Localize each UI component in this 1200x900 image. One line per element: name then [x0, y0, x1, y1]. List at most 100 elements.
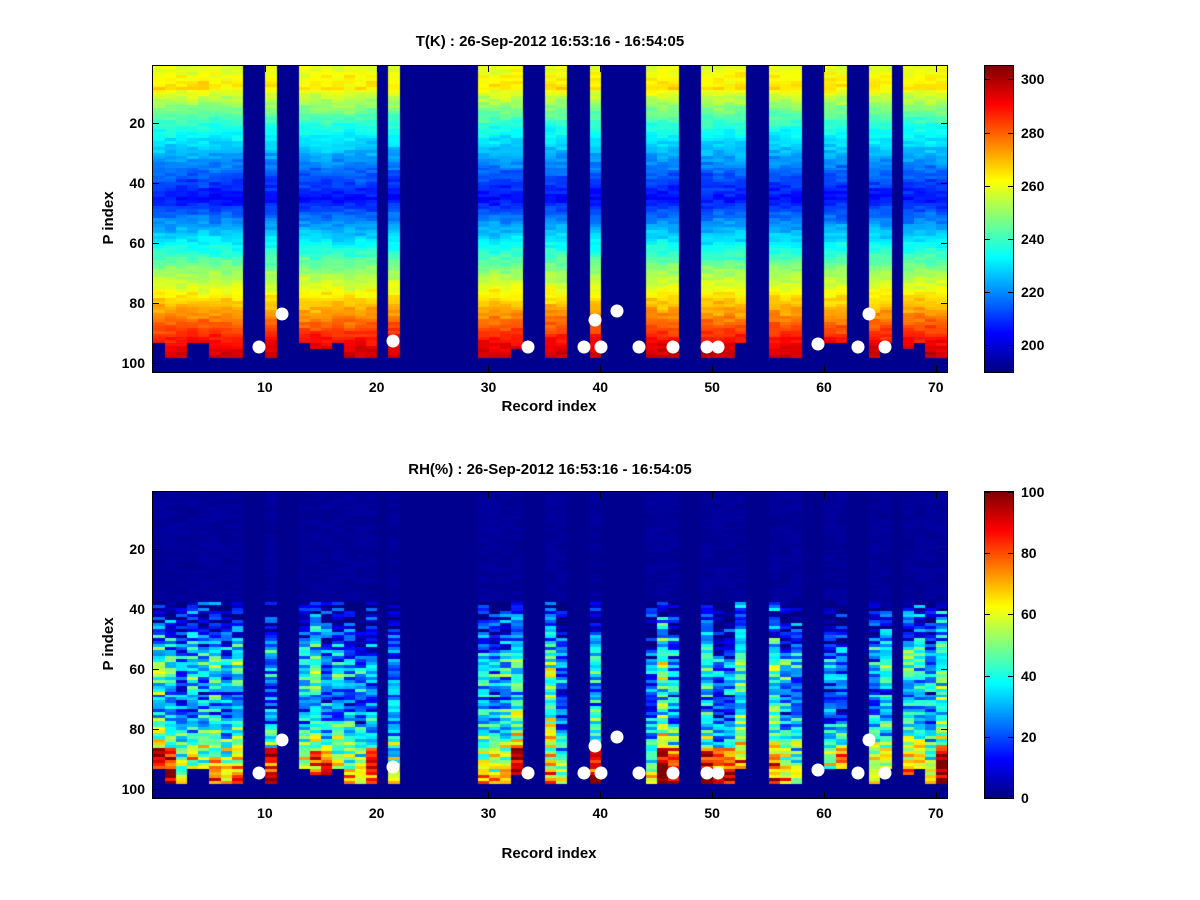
- x-tick-label: 40: [592, 379, 609, 395]
- x-tick-label: 70: [928, 379, 944, 395]
- colorbar-tick-label: 40: [1021, 667, 1037, 684]
- y-tick-label: 60: [129, 661, 145, 677]
- x-tick-mark: [488, 366, 490, 372]
- colorbar-tick-mark-right: [1008, 345, 1013, 347]
- colorbar-tick-label: 280: [1021, 124, 1045, 141]
- x-tick-mark: [935, 366, 937, 372]
- x-tick-label: 50: [704, 379, 720, 395]
- y-tick-mark-right: [941, 363, 947, 364]
- colorbar-tick-label: 260: [1021, 177, 1045, 194]
- y-tick-mark-right: [941, 183, 947, 184]
- x-tick-label: 10: [257, 805, 273, 821]
- x-tick-label: 60: [816, 379, 832, 395]
- x-axis-label-relative-humidity: Record index: [501, 845, 597, 862]
- y-tick-label: 20: [129, 115, 145, 131]
- colorbar-tick-mark-left: [985, 492, 990, 493]
- x-tick-mark-top: [488, 492, 490, 498]
- panel-title-temperature: T(K) : 26-Sep-2012 16:53:16 - 16:54:05: [415, 33, 685, 50]
- x-tick-mark-top: [264, 66, 266, 72]
- colorbar-tick-mark-right: [1008, 492, 1013, 493]
- colorbar-tick-mark-right: [1008, 675, 1013, 677]
- x-tick-mark: [488, 792, 490, 798]
- y-tick-mark: [153, 729, 159, 730]
- x-tick-label: 30: [480, 379, 497, 395]
- y-tick-label: 40: [129, 175, 145, 191]
- x-tick-mark: [376, 792, 378, 798]
- colorbar-tick-mark-right: [1008, 79, 1013, 81]
- colorbar-tick-mark-left: [985, 132, 990, 134]
- y-tick-mark: [153, 123, 159, 124]
- y-tick-label: 80: [129, 295, 145, 311]
- colorbar-gradient-relative-humidity: [985, 492, 1013, 798]
- colorbar-tick-label: 20: [1021, 728, 1037, 745]
- colorbar-tick-mark-left: [985, 79, 990, 81]
- heatmap-axes-temperature[interactable]: [152, 65, 948, 373]
- colorbar-tick-mark-left: [985, 736, 990, 738]
- colorbar-tick-label: 300: [1021, 71, 1045, 88]
- x-tick-mark-top: [600, 66, 602, 72]
- y-tick-label: 80: [129, 721, 145, 737]
- y-tick-mark-right: [941, 729, 947, 730]
- x-tick-mark: [376, 366, 378, 372]
- colorbar-tick-label: 200: [1021, 337, 1045, 354]
- colorbar-tick-mark-right: [1008, 185, 1013, 187]
- heatmap-image-temperature: [153, 66, 947, 372]
- colorbar-tick-mark-right: [1008, 553, 1013, 555]
- x-tick-label: 60: [816, 805, 832, 821]
- colorbar-tick-label: 100: [1021, 484, 1045, 500]
- colorbar-tick-mark-left: [985, 345, 990, 347]
- y-axis-label-relative-humidity: P index: [100, 617, 117, 671]
- x-tick-label: 40: [592, 805, 609, 821]
- x-tick-mark-top: [376, 66, 378, 72]
- y-tick-mark: [153, 303, 159, 304]
- x-tick-label: 10: [257, 379, 273, 395]
- y-tick-mark-right: [941, 789, 947, 790]
- colorbar-tick-mark-left: [985, 553, 990, 555]
- colorbar-relative-humidity[interactable]: [984, 491, 1014, 799]
- y-tick-mark-right: [941, 669, 947, 670]
- y-tick-mark-right: [941, 609, 947, 610]
- x-tick-mark: [823, 792, 825, 798]
- colorbar-tick-mark-right: [1008, 798, 1013, 799]
- colorbar-tick-label: 240: [1021, 230, 1045, 247]
- y-tick-mark: [153, 363, 159, 364]
- colorbar-tick-mark-right: [1008, 238, 1013, 240]
- y-tick-mark-right: [941, 123, 947, 124]
- y-tick-mark-right: [941, 243, 947, 244]
- x-tick-mark-top: [935, 66, 937, 72]
- x-tick-mark: [712, 792, 714, 798]
- y-tick-mark: [153, 609, 159, 610]
- y-tick-mark-right: [941, 549, 947, 550]
- x-tick-mark-top: [823, 492, 825, 498]
- y-tick-label: 100: [121, 355, 145, 371]
- colorbar-tick-label: 0: [1021, 790, 1029, 806]
- x-tick-mark: [823, 366, 825, 372]
- colorbar-tick-label: 80: [1021, 545, 1037, 562]
- x-tick-mark-top: [264, 492, 266, 498]
- colorbar-tick-mark-right: [1008, 614, 1013, 616]
- y-tick-label: 60: [129, 235, 145, 251]
- x-tick-mark-top: [935, 492, 937, 498]
- y-tick-mark: [153, 243, 159, 244]
- colorbar-temperature[interactable]: [984, 65, 1014, 373]
- colorbar-tick-mark-right: [1008, 736, 1013, 738]
- panel-title-relative-humidity: RH(%) : 26-Sep-2012 16:53:16 - 16:54:05: [408, 461, 692, 478]
- x-tick-mark: [712, 366, 714, 372]
- colorbar-tick-mark-right: [1008, 292, 1013, 294]
- x-tick-label: 20: [368, 379, 385, 395]
- colorbar-tick-mark-left: [985, 238, 990, 240]
- x-tick-label: 20: [368, 805, 385, 821]
- x-tick-mark-top: [488, 66, 490, 72]
- heatmap-axes-relative-humidity[interactable]: [152, 491, 948, 799]
- colorbar-tick-mark-left: [985, 185, 990, 187]
- colorbar-tick-mark-left: [985, 292, 990, 294]
- x-axis-label-temperature: Record index: [501, 398, 597, 415]
- x-tick-mark: [264, 366, 266, 372]
- x-tick-mark: [600, 366, 602, 372]
- x-tick-mark: [264, 792, 266, 798]
- colorbar-tick-mark-left: [985, 675, 990, 677]
- y-tick-mark: [153, 669, 159, 670]
- colorbar-gradient-temperature: [985, 66, 1013, 372]
